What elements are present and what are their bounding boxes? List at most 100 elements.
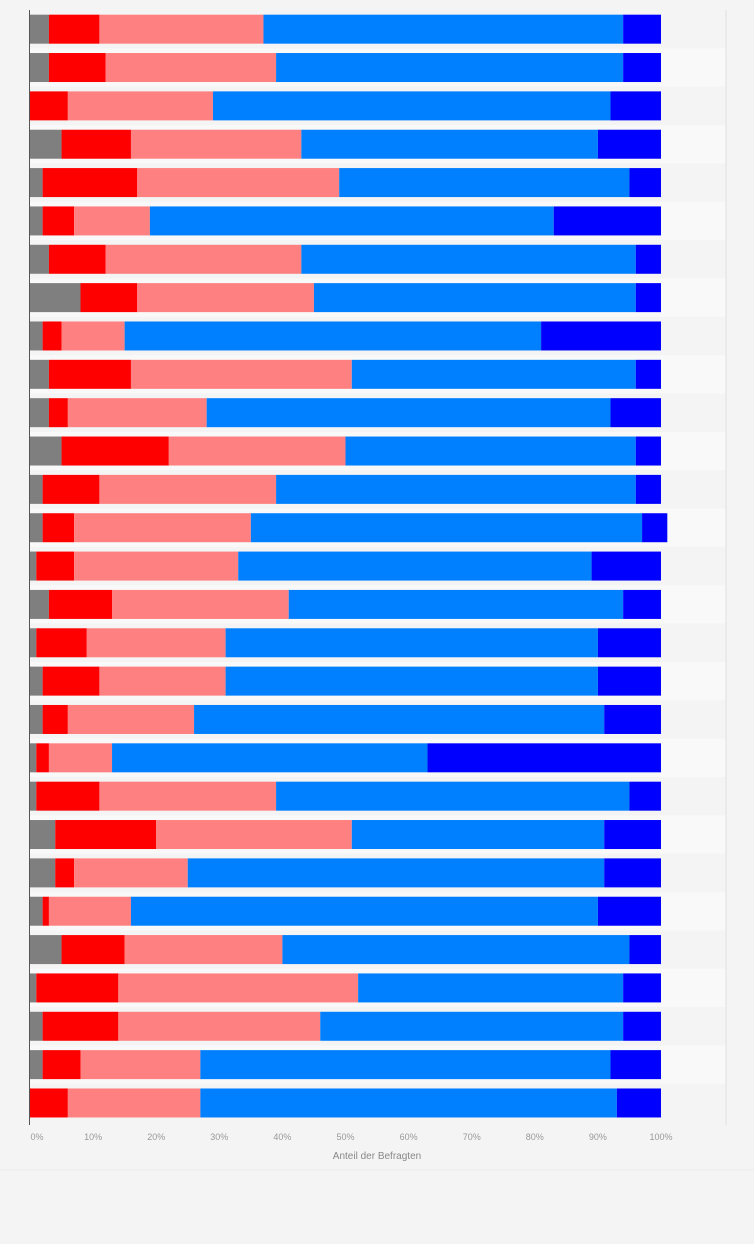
bar-segment[interactable]	[48, 53, 106, 83]
bar-segment[interactable]	[124, 935, 283, 965]
bar-segment[interactable]	[48, 398, 68, 428]
bar-segment[interactable]	[36, 551, 75, 581]
bar-segment[interactable]	[276, 781, 630, 811]
bar-segment[interactable]	[130, 896, 598, 926]
bar-segment[interactable]	[635, 436, 661, 466]
bar-segment[interactable]	[30, 359, 49, 389]
bar-segment[interactable]	[48, 14, 100, 44]
bar-segment[interactable]	[30, 589, 49, 619]
bar-segment[interactable]	[250, 513, 643, 543]
bar-segment[interactable]	[130, 129, 302, 159]
bar-segment[interactable]	[301, 129, 598, 159]
bar-segment[interactable]	[30, 53, 49, 83]
bar-segment[interactable]	[61, 321, 125, 351]
bar-segment[interactable]	[358, 973, 624, 1003]
bar-segment[interactable]	[597, 896, 661, 926]
bar-segment[interactable]	[225, 666, 598, 696]
bar-segment[interactable]	[642, 513, 668, 543]
bar-segment[interactable]	[48, 359, 131, 389]
bar-segment[interactable]	[74, 206, 150, 236]
bar-segment[interactable]	[42, 513, 75, 543]
bar-segment[interactable]	[610, 1050, 661, 1080]
bar-segment[interactable]	[30, 781, 37, 811]
bar-segment[interactable]	[80, 1050, 201, 1080]
bar-segment[interactable]	[30, 935, 62, 965]
bar-segment[interactable]	[604, 704, 661, 734]
bar-segment[interactable]	[30, 513, 43, 543]
bar-segment[interactable]	[42, 1011, 119, 1041]
bar-segment[interactable]	[591, 551, 661, 581]
bar-segment[interactable]	[623, 53, 661, 83]
bar-segment[interactable]	[99, 474, 277, 504]
bar-segment[interactable]	[42, 1050, 81, 1080]
bar-segment[interactable]	[597, 129, 661, 159]
bar-segment[interactable]	[339, 168, 630, 198]
bar-segment[interactable]	[30, 129, 62, 159]
bar-segment[interactable]	[635, 244, 661, 274]
bar-segment[interactable]	[74, 513, 251, 543]
bar-segment[interactable]	[313, 283, 636, 313]
bar-segment[interactable]	[288, 589, 624, 619]
bar-segment[interactable]	[597, 666, 661, 696]
bar-segment[interactable]	[351, 359, 636, 389]
bar-segment[interactable]	[30, 168, 43, 198]
bar-segment[interactable]	[597, 628, 661, 658]
bar-segment[interactable]	[30, 398, 49, 428]
bar-segment[interactable]	[42, 666, 100, 696]
bar-segment[interactable]	[61, 436, 169, 466]
bar-segment[interactable]	[80, 283, 138, 313]
bar-segment[interactable]	[635, 359, 661, 389]
bar-segment[interactable]	[74, 858, 188, 888]
bar-segment[interactable]	[61, 129, 131, 159]
bar-segment[interactable]	[276, 53, 624, 83]
bar-segment[interactable]	[118, 973, 359, 1003]
bar-segment[interactable]	[541, 321, 661, 351]
bar-segment[interactable]	[55, 820, 157, 850]
bar-segment[interactable]	[187, 858, 605, 888]
bar-segment[interactable]	[629, 168, 661, 198]
bar-segment[interactable]	[30, 1088, 68, 1118]
bar-segment[interactable]	[629, 781, 661, 811]
bar-segment[interactable]	[149, 206, 554, 236]
bar-segment[interactable]	[42, 896, 49, 926]
bar-segment[interactable]	[30, 91, 68, 121]
bar-segment[interactable]	[42, 168, 138, 198]
bar-segment[interactable]	[301, 244, 636, 274]
bar-segment[interactable]	[36, 973, 119, 1003]
bar-segment[interactable]	[282, 935, 630, 965]
bar-segment[interactable]	[48, 896, 131, 926]
bar-segment[interactable]	[30, 474, 43, 504]
bar-segment[interactable]	[112, 589, 289, 619]
bar-segment[interactable]	[610, 398, 661, 428]
bar-segment[interactable]	[130, 359, 352, 389]
bar-segment[interactable]	[30, 206, 43, 236]
bar-segment[interactable]	[553, 206, 661, 236]
bar-segment[interactable]	[276, 474, 636, 504]
bar-segment[interactable]	[67, 91, 213, 121]
bar-segment[interactable]	[30, 666, 43, 696]
bar-segment[interactable]	[48, 589, 113, 619]
bar-segment[interactable]	[67, 398, 207, 428]
bar-segment[interactable]	[30, 896, 43, 926]
bar-segment[interactable]	[137, 168, 340, 198]
bar-segment[interactable]	[99, 781, 277, 811]
bar-segment[interactable]	[42, 474, 100, 504]
bar-segment[interactable]	[629, 935, 661, 965]
bar-segment[interactable]	[623, 1011, 661, 1041]
bar-segment[interactable]	[30, 321, 43, 351]
bar-segment[interactable]	[30, 244, 49, 274]
bar-segment[interactable]	[137, 283, 314, 313]
bar-segment[interactable]	[42, 704, 68, 734]
bar-segment[interactable]	[30, 14, 49, 44]
bar-segment[interactable]	[225, 628, 598, 658]
bar-segment[interactable]	[635, 474, 661, 504]
bar-segment[interactable]	[616, 1088, 661, 1118]
bar-segment[interactable]	[36, 628, 87, 658]
bar-segment[interactable]	[351, 820, 605, 850]
bar-segment[interactable]	[604, 858, 661, 888]
bar-segment[interactable]	[200, 1050, 611, 1080]
bar-segment[interactable]	[623, 589, 661, 619]
bar-segment[interactable]	[345, 436, 636, 466]
bar-segment[interactable]	[118, 1011, 321, 1041]
bar-segment[interactable]	[168, 436, 346, 466]
